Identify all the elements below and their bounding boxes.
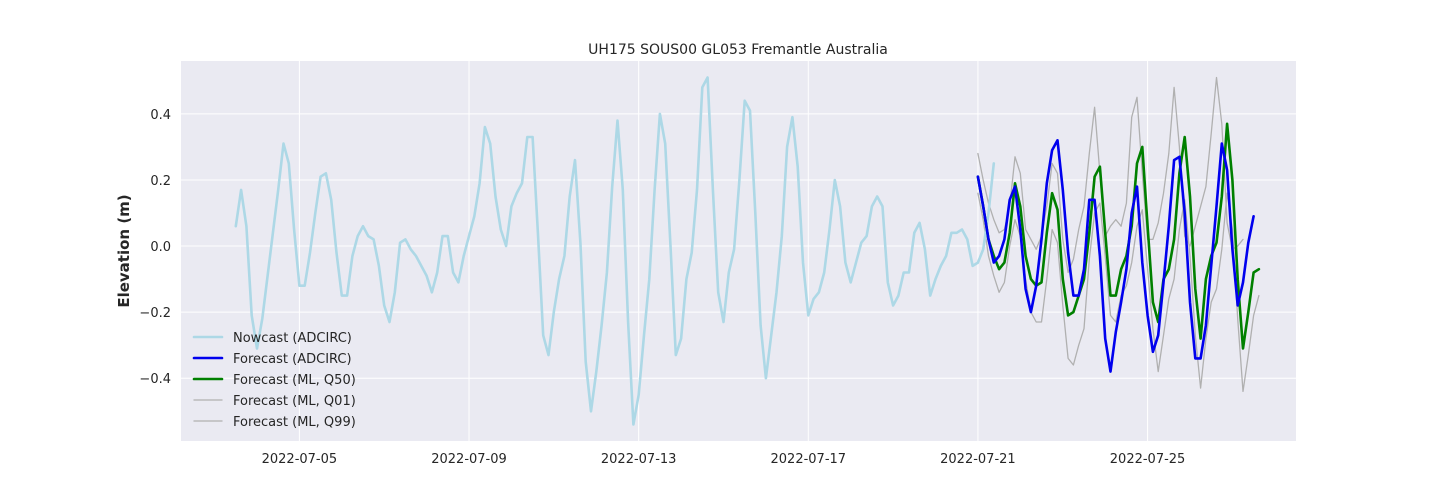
x-tick-label: 2022-07-17 (771, 452, 847, 467)
series-layer (234, 76, 1261, 426)
y-axis-ticks: −0.4 −0.2 0.0 0.2 0.4 (139, 108, 171, 387)
x-tick-label: 2022-07-21 (940, 452, 1016, 467)
y-tick-label: 0.0 (150, 240, 171, 255)
series-line-nowcast (234, 76, 996, 426)
x-tick-label: 2022-07-25 (1110, 452, 1186, 467)
chart-title: UH175 SOUS00 GL053 Fremantle Australia (588, 42, 888, 58)
x-tick-label: 2022-07-09 (431, 452, 507, 467)
x-tick-label: 2022-07-05 (262, 452, 338, 467)
y-tick-label: −0.4 (139, 372, 171, 387)
legend-label: Nowcast (ADCIRC) (233, 331, 352, 346)
plot-area (181, 61, 1296, 441)
x-tick-label: 2022-07-13 (601, 452, 677, 467)
series-line-forecast-q99 (977, 76, 1244, 274)
y-tick-label: −0.2 (139, 306, 171, 321)
legend-label: Forecast (ML, Q50) (233, 373, 356, 388)
y-tick-label: 0.4 (150, 108, 171, 123)
legend-label: Forecast (ADCIRC) (233, 352, 352, 367)
series-line-forecast-adcirc (976, 139, 1255, 373)
y-axis-label: Elevation (m) (115, 194, 133, 307)
x-axis-ticks: 2022-07-05 2022-07-09 2022-07-13 2022-07-17… (262, 452, 1186, 467)
legend: Nowcast (ADCIRC) Forecast (ADCIRC) Forecas… (192, 331, 356, 430)
legend-label: Forecast (ML, Q99) (233, 415, 356, 430)
y-tick-label: 0.2 (150, 174, 171, 189)
legend-label: Forecast (ML, Q01) (233, 394, 356, 409)
